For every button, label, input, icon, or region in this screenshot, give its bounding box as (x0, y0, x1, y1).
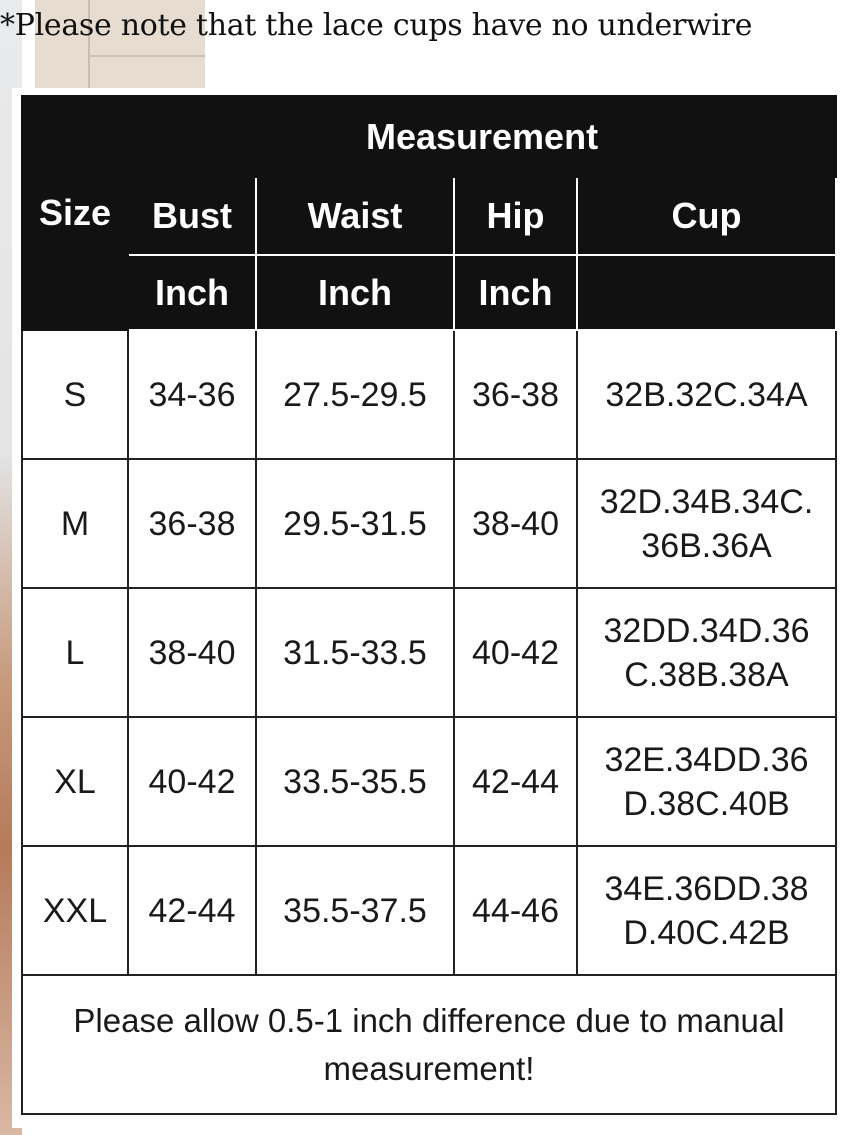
measurement-header: Measurement (126, 95, 838, 178)
cup-cell: 32DD.34D.36 C.38B.38A (575, 587, 838, 718)
size-header: Size (21, 95, 129, 331)
waist-cell: 29.5-31.5 (255, 458, 455, 589)
hip-cell: 44-46 (453, 845, 578, 976)
cup-cell: 32E.34DD.36 D.38C.40B (575, 716, 838, 847)
hip-header: Hip (453, 176, 578, 256)
table-row: L 38-40 31.5-33.5 40-42 32DD.34D.36 C.38B.38… (21, 587, 838, 718)
size-cell: XXL (21, 845, 129, 976)
cup-header: Cup (575, 176, 838, 256)
cup-cell: 32D.34B.34C. 36B.36A (575, 458, 838, 589)
underwire-note: *Please note that the lace cups have no … (0, 8, 753, 43)
size-cell: M (21, 458, 129, 589)
bust-cell: 34-36 (127, 329, 257, 460)
size-cell: S (21, 329, 129, 460)
cup-unit (575, 254, 838, 331)
waist-cell: 33.5-35.5 (255, 716, 455, 847)
bust-header: Bust (127, 176, 257, 256)
background-photo (35, 0, 205, 88)
size-chart-table: Size Measurement Bust Waist Hip Cup Inch… (20, 95, 838, 1115)
waist-cell: 27.5-29.5 (255, 329, 455, 460)
table-row: S 34-36 27.5-29.5 36-38 32B.32C.34A (21, 329, 838, 460)
hip-cell: 38-40 (453, 458, 578, 589)
waist-header: Waist (255, 176, 455, 256)
bust-unit: Inch (127, 254, 257, 331)
hip-cell: 36-38 (453, 329, 578, 460)
footer-note: Please allow 0.5-1 inch difference due t… (20, 974, 838, 1115)
size-cell: XL (21, 716, 129, 847)
waist-unit: Inch (255, 254, 455, 331)
table-row: XXL 42-44 35.5-37.5 44-46 34E.36DD.38 D.40C.… (21, 845, 838, 976)
bust-cell: 38-40 (127, 587, 257, 718)
table-row: XL 40-42 33.5-35.5 42-44 32E.34DD.36 D.38C.4… (21, 716, 838, 847)
bust-cell: 36-38 (127, 458, 257, 589)
hip-unit: Inch (453, 254, 578, 331)
cup-cell: 32B.32C.34A (575, 329, 838, 460)
cup-cell: 34E.36DD.38 D.40C.42B (575, 845, 838, 976)
hip-cell: 42-44 (453, 716, 578, 847)
table-row: M 36-38 29.5-31.5 38-40 32D.34B.34C. 36B.36A (21, 458, 838, 589)
hip-cell: 40-42 (453, 587, 578, 718)
waist-cell: 35.5-37.5 (255, 845, 455, 976)
bust-cell: 42-44 (127, 845, 257, 976)
waist-cell: 31.5-33.5 (255, 587, 455, 718)
size-cell: L (21, 587, 129, 718)
bust-cell: 40-42 (127, 716, 257, 847)
